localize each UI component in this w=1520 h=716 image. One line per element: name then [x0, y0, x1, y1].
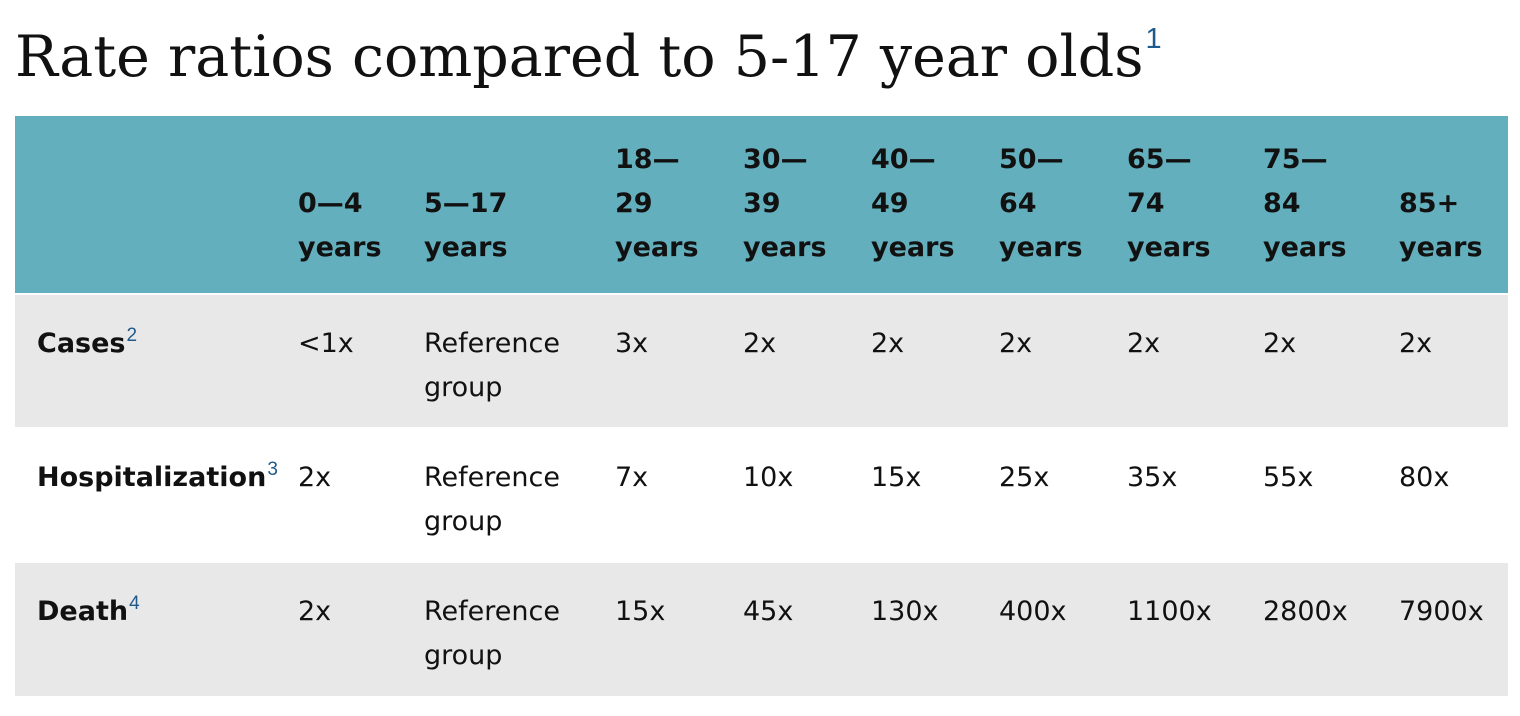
table-cell: 7x — [615, 462, 649, 493]
table-cell: 10x — [743, 462, 794, 493]
table-row-hospitalization: Hospitalization3 2x Reference group 7x 1… — [15, 428, 1508, 562]
title-footnote-link[interactable]: 1 — [1145, 23, 1162, 56]
row-label-death: Death4 — [37, 592, 140, 627]
table-cell: <1x — [298, 328, 354, 359]
page-title-text: Rate ratios compared to 5-17 year olds — [15, 24, 1144, 90]
table-cell: 2x — [1263, 328, 1297, 359]
cases-footnote-link[interactable]: 2 — [126, 324, 138, 346]
death-footnote-link[interactable]: 4 — [129, 592, 140, 614]
column-header-85-plus: 85+ years — [1399, 188, 1483, 263]
table-cell: 2x — [999, 328, 1033, 359]
table-cell: 15x — [615, 596, 666, 627]
table-cell: Reference group — [424, 462, 560, 537]
column-header-40-49: 40— 49 years — [871, 144, 955, 263]
table-cell: 2x — [743, 328, 777, 359]
table-cell: 45x — [743, 596, 794, 627]
table-cell: Reference group — [424, 596, 560, 671]
table-cell: 130x — [871, 596, 939, 627]
table-cell: 35x — [1127, 462, 1178, 493]
table-cell: 3x — [615, 328, 649, 359]
table-cell: 15x — [871, 462, 922, 493]
table-cell: 2800x — [1263, 596, 1348, 627]
header-row: 0—4 years 5—17 years 18— 29 years 30— 39… — [15, 116, 1508, 294]
row-label-cases: Cases2 — [37, 324, 138, 359]
table-header: 0—4 years 5—17 years 18— 29 years 30— 39… — [15, 116, 1508, 294]
column-header-0-4: 0—4 years — [298, 188, 382, 263]
table-cell: 7900x — [1399, 596, 1484, 627]
column-header-5-17: 5—17 years — [424, 188, 508, 263]
column-header-50-64: 50— 64 years — [999, 144, 1083, 263]
table-cell: Reference group — [424, 328, 560, 403]
column-header-75-84: 75— 84 years — [1263, 144, 1347, 263]
table-cell: 2x — [298, 596, 332, 627]
column-header-blank — [15, 116, 298, 294]
hospitalization-footnote-link[interactable]: 3 — [267, 458, 278, 480]
row-label-hospitalization: Hospitalization3 — [37, 458, 278, 493]
table-cell: 400x — [999, 596, 1067, 627]
column-header-30-39: 30— 39 years — [743, 144, 827, 263]
table-cell: 2x — [1399, 328, 1433, 359]
rate-ratio-table: 0—4 years 5—17 years 18— 29 years 30— 39… — [15, 116, 1508, 696]
table-cell: 55x — [1263, 462, 1314, 493]
table-cell: 2x — [1127, 328, 1161, 359]
table-cell: 2x — [871, 328, 905, 359]
page-title: Rate ratios compared to 5-17 year olds1 — [15, 18, 1162, 96]
table-cell: 2x — [298, 462, 332, 493]
table-cell: 1100x — [1127, 596, 1212, 627]
table-cell: 25x — [999, 462, 1050, 493]
column-header-18-29: 18— 29 years — [615, 144, 699, 263]
table-row-cases: Cases2 <1x Reference group 3x 2x 2x 2x 2… — [15, 294, 1508, 428]
table-cell: 80x — [1399, 462, 1450, 493]
column-header-65-74: 65— 74 years — [1127, 144, 1211, 263]
table-body: Cases2 <1x Reference group 3x 2x 2x 2x 2… — [15, 294, 1508, 696]
table-row-death: Death4 2x Reference group 15x 45x 130x 4… — [15, 562, 1508, 696]
